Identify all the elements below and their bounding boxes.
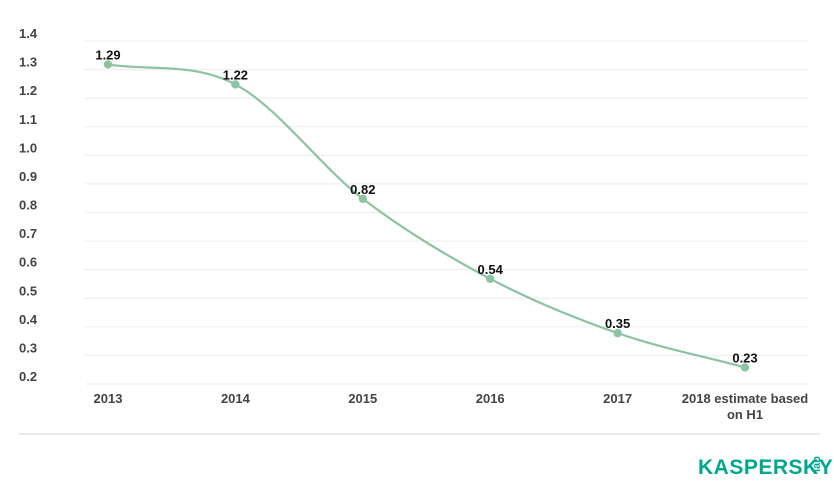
y-tick-label: 0.4 bbox=[19, 312, 38, 327]
y-tick-label: 1.3 bbox=[19, 55, 37, 70]
data-points bbox=[103, 60, 750, 372]
y-axis-ticks: 1.4 1.3 1.2 1.1 1.0 0.9 0.8 0.7 0.6 0.5 0.4 0.3 0.2 bbox=[19, 26, 38, 384]
data-point bbox=[740, 363, 750, 372]
y-tick-label: 1.2 bbox=[19, 83, 37, 98]
x-tick-label: 2018 estimate based on H1 bbox=[682, 391, 809, 422]
logo-wordmark: KASPERSKY bbox=[698, 456, 833, 479]
x-tick-label: 2016 bbox=[476, 391, 505, 406]
data-point bbox=[231, 80, 240, 89]
data-labels: 1.29 1.22 0.82 0.54 0.35 0.23 bbox=[95, 47, 757, 365]
data-label: 1.29 bbox=[95, 47, 120, 62]
y-tick-label: 1.0 bbox=[19, 140, 37, 155]
logo-sub: lab bbox=[811, 456, 823, 472]
series-line bbox=[107, 63, 746, 369]
y-tick-label: 1.4 bbox=[19, 26, 38, 41]
x-axis-ticks: 2013 2014 2015 2016 2017 2018 estimate based o… bbox=[94, 391, 809, 422]
data-label: 0.82 bbox=[350, 182, 375, 197]
y-tick-label: 0.9 bbox=[19, 169, 37, 184]
x-tick-label: 2015 bbox=[348, 391, 377, 406]
y-tick-label: 0.2 bbox=[19, 369, 37, 384]
x-tick-label: 2017 bbox=[603, 391, 632, 406]
data-point bbox=[103, 60, 113, 69]
y-tick-label: 0.7 bbox=[19, 226, 37, 241]
y-tick-label: 0.5 bbox=[19, 283, 37, 298]
x-tick-label: 2014 bbox=[221, 391, 251, 406]
data-point bbox=[486, 274, 495, 284]
x-tick-label: 2013 bbox=[94, 391, 123, 406]
y-tick-label: 0.3 bbox=[19, 340, 37, 355]
grid-lines bbox=[85, 40, 808, 385]
data-point bbox=[613, 328, 622, 338]
y-tick-label: 0.6 bbox=[19, 255, 37, 270]
y-tick-label: 0.8 bbox=[19, 198, 37, 213]
data-label: 0.23 bbox=[732, 350, 757, 365]
data-label: 1.22 bbox=[223, 67, 248, 82]
data-label: 0.54 bbox=[478, 262, 504, 277]
kaspersky-logo: KASPERSKY lab bbox=[698, 456, 833, 479]
y-tick-label: 1.1 bbox=[19, 112, 37, 127]
data-point bbox=[358, 194, 367, 203]
data-label: 0.35 bbox=[605, 316, 630, 331]
